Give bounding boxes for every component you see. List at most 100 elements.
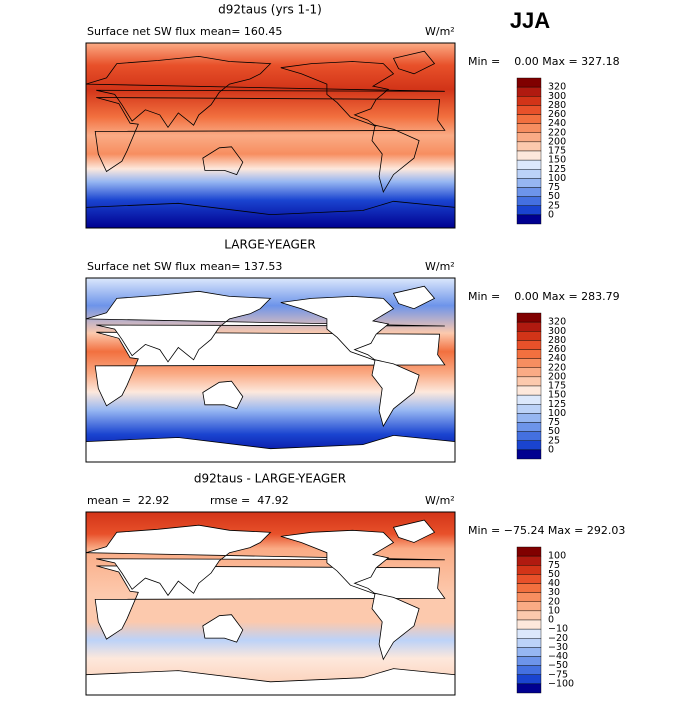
colorbar-label: 20 (548, 596, 560, 607)
colorbar-box (516, 422, 542, 432)
colorbar-box (516, 592, 542, 602)
colorbar-box (516, 413, 542, 423)
colorbar-box (516, 394, 542, 405)
colorbar-box (516, 628, 542, 639)
colorbar-box (516, 123, 542, 133)
colorbar-box (516, 574, 542, 584)
land (202, 380, 244, 410)
colorbar-label: 320 (548, 82, 566, 93)
colorbar-box (516, 187, 542, 197)
range-label: Min = 0.00 Max = 283.79 (468, 290, 620, 303)
colorbar-box (516, 77, 542, 88)
map-field (86, 43, 455, 228)
colorbar-box (516, 601, 542, 612)
panel-stat: mean= 137.53 (200, 260, 282, 273)
colorbar-box (516, 132, 542, 143)
colorbar-label: 50 (548, 426, 560, 437)
land (85, 524, 445, 597)
land (280, 529, 395, 595)
colorbar-label: 40 (548, 578, 560, 589)
colorbar-box (516, 583, 542, 593)
land (371, 359, 420, 428)
colorbar-box (516, 656, 542, 666)
colorbar-label: 220 (548, 362, 566, 373)
colorbar-label: 75 (548, 560, 560, 571)
units: W/m² (425, 25, 455, 38)
colorbar-box (516, 105, 542, 115)
colorbar-label: 100 (548, 551, 566, 562)
colorbar-box (516, 86, 542, 97)
map-frame (85, 42, 456, 229)
colorbar-label: 240 (548, 353, 566, 364)
colorbar-box (516, 638, 542, 648)
colorbar-box (516, 440, 542, 451)
colorbar-box (516, 340, 542, 350)
land (392, 50, 436, 75)
colorbar-label: 25 (548, 435, 560, 446)
colorbar-label: 175 (548, 146, 566, 157)
colorbar-label: −100 (548, 678, 574, 689)
colorbar-label: 125 (548, 399, 566, 410)
colorbar-label: 0 (548, 615, 554, 626)
panel-stat: rmse = 47.92 (210, 494, 289, 507)
panel-title: LARGE-YEAGER (224, 238, 315, 252)
colorbar-label: 260 (548, 109, 566, 120)
panel-subtitle: Surface net SW flux (87, 25, 196, 38)
colorbar-box (516, 312, 542, 323)
land (85, 290, 445, 363)
colorbar-box (516, 178, 542, 188)
colorbar-label: 200 (548, 136, 566, 147)
colorbar-label: 50 (548, 569, 560, 580)
colorbar-label: −30 (548, 642, 568, 653)
colorbar-box (516, 555, 542, 566)
colorbar-label: 220 (548, 127, 566, 138)
colorbar-label: 280 (548, 335, 566, 346)
colorbar-label: −20 (548, 633, 568, 644)
colorbar-label: 75 (548, 182, 560, 193)
colorbar-box (516, 96, 542, 106)
colorbar-label: 200 (548, 371, 566, 382)
colorbar-label: 75 (548, 417, 560, 428)
colorbar-label: −40 (548, 651, 568, 662)
land (202, 614, 244, 643)
panel-subtitle: mean = 22.92 (87, 494, 169, 507)
colorbar-label: −50 (548, 660, 568, 671)
colorbar-label: 30 (548, 587, 560, 598)
colorbar-box (516, 431, 542, 441)
range-label: Min = −75.24 Max = 292.03 (468, 524, 625, 537)
colorbar-box (516, 385, 542, 396)
colorbar-box (516, 205, 542, 216)
land (280, 61, 395, 127)
colorbar-label: 320 (548, 317, 566, 328)
range-label: Min = 0.00 Max = 327.18 (468, 55, 620, 68)
colorbar-label: 280 (548, 100, 566, 111)
colorbar-box (516, 683, 542, 694)
panel-subtitle: Surface net SW flux (87, 260, 196, 273)
colorbar-label: −75 (548, 669, 568, 680)
colorbar-box (516, 647, 542, 657)
units: W/m² (425, 494, 455, 507)
season-label: JJA (510, 8, 550, 33)
colorbar-box (516, 321, 542, 332)
colorbar-label: −10 (548, 624, 568, 635)
colorbar-label: 0 (548, 209, 554, 220)
colorbar-label: 50 (548, 191, 560, 202)
colorbar-label: 240 (548, 118, 566, 129)
colorbar-box (516, 196, 542, 206)
colorbar-box (516, 169, 542, 179)
colorbar-box (516, 376, 542, 387)
land (202, 146, 244, 176)
colorbar-label: 125 (548, 164, 566, 175)
colorbar-label: 260 (548, 344, 566, 355)
land (371, 592, 420, 661)
units: W/m² (425, 260, 455, 273)
panel-stat: mean= 160.45 (200, 25, 282, 38)
colorbar-label: 25 (548, 200, 560, 211)
colorbar-box (516, 674, 542, 685)
colorbar-box (516, 214, 542, 225)
colorbar-box (516, 546, 542, 557)
colorbar-box (516, 358, 542, 368)
colorbar-label: 300 (548, 326, 566, 337)
land (280, 295, 395, 362)
colorbar-label: 100 (548, 408, 566, 419)
